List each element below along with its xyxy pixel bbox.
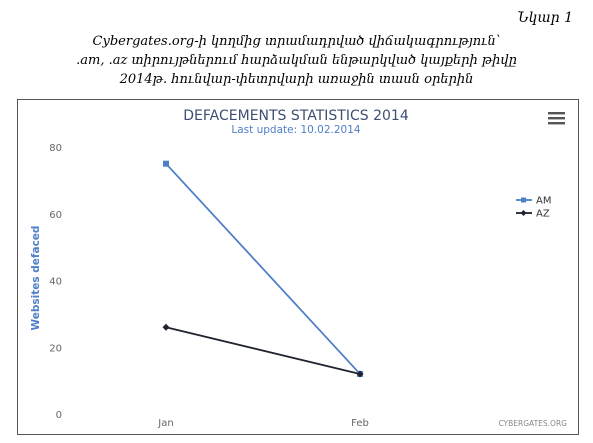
y-tick-label: 0 [56, 410, 62, 421]
y-axis-label: Websites defaced [30, 226, 42, 331]
series-line-am [165, 163, 361, 375]
caption-line: 2014թ. հունվար-փետրվարի առաջին տասն օրեր… [119, 72, 474, 87]
hamburger-menu-icon[interactable] [546, 110, 568, 128]
caption-line: .am, .az տիրույթներում հարձակման ենթարկվ… [76, 53, 517, 68]
legend-item-az[interactable]: AZ [516, 209, 550, 220]
legend-label: AZ [536, 209, 550, 220]
chart-subtitle: Last update: 10.02.2014 [231, 124, 361, 136]
x-tick-label: Feb [351, 418, 369, 429]
series-line-az [165, 326, 361, 375]
figure-label: Նկար 1 [517, 10, 573, 26]
y-tick-label: 40 [49, 277, 62, 288]
legend-label: AM [536, 196, 551, 207]
chart-title: DEFACEMENTS STATISTICS 2014 [183, 108, 409, 124]
y-tick-label: 60 [49, 210, 62, 221]
x-tick-label: Jan [157, 418, 173, 429]
figure-caption: Cybergates.org-ի կողմից տրամադրված վիճակ… [0, 32, 593, 89]
data-point-am [163, 160, 169, 167]
chart-credit: CYBERGATES.ORG [498, 419, 567, 428]
chart-container: DEFACEMENTS STATISTICS 2014 Last update:… [17, 99, 579, 435]
legend-marker [520, 210, 527, 216]
data-point-az [162, 323, 170, 331]
data-point-az [356, 370, 364, 378]
line-chart: DEFACEMENTS STATISTICS 2014 Last update:… [30, 108, 568, 429]
y-tick-label: 80 [49, 143, 62, 154]
legend-marker [521, 197, 526, 203]
y-tick-label: 20 [49, 343, 62, 354]
legend-item-am[interactable]: AM [516, 196, 551, 207]
caption-line: Cybergates.org-ի կողմից տրամադրված վիճակ… [92, 34, 501, 49]
